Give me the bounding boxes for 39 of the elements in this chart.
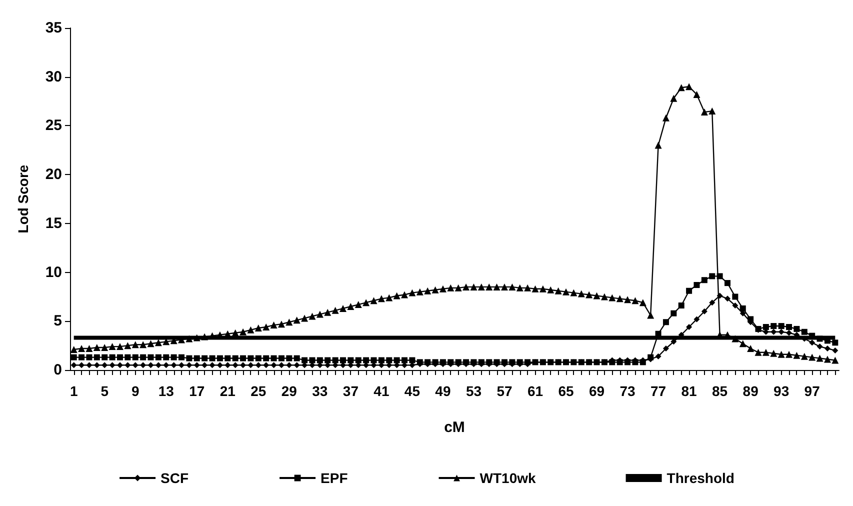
y-tick-label: 5 bbox=[54, 312, 62, 330]
y-tick-label: 30 bbox=[45, 68, 62, 86]
x-tick-label: 53 bbox=[466, 383, 482, 399]
x-tick-label: 1 bbox=[70, 383, 78, 399]
x-axis-title: cM bbox=[444, 419, 465, 436]
y-tick-label: 20 bbox=[45, 166, 62, 184]
x-tick-label: 73 bbox=[620, 383, 636, 399]
legend-label: WT10wk bbox=[480, 470, 536, 486]
y-tick-label: 15 bbox=[45, 214, 62, 232]
x-tick-label: 9 bbox=[131, 383, 140, 399]
x-tick-label: 13 bbox=[158, 383, 174, 399]
legend-label: SCF bbox=[160, 470, 189, 486]
y-tick-label: 10 bbox=[45, 264, 62, 281]
x-tick-label: 93 bbox=[774, 383, 790, 399]
x-tick-label: 77 bbox=[650, 383, 666, 399]
y-tick-label: 0 bbox=[54, 362, 62, 378]
x-tick-label: 65 bbox=[558, 383, 574, 399]
x-tick-label: 41 bbox=[374, 383, 390, 399]
y-tick-label: 35 bbox=[45, 20, 62, 36]
x-tick-label: 29 bbox=[281, 383, 298, 399]
y-tick-label: 25 bbox=[45, 117, 62, 134]
y-axis-title: Lod Score bbox=[15, 164, 31, 234]
x-tick-label: 97 bbox=[804, 383, 820, 399]
x-tick-label: 45 bbox=[404, 383, 420, 399]
legend-label: EPF bbox=[320, 470, 348, 486]
x-tick-label: 89 bbox=[742, 383, 759, 399]
x-tick-label: 37 bbox=[342, 383, 359, 399]
x-tick-label: 85 bbox=[712, 383, 728, 399]
x-tick-label: 33 bbox=[312, 383, 328, 399]
x-tick-label: 17 bbox=[189, 383, 205, 399]
x-tick-label: 69 bbox=[588, 383, 605, 399]
x-tick-label: 61 bbox=[527, 383, 544, 399]
x-tick-label: 81 bbox=[681, 383, 698, 399]
x-tick-label: 25 bbox=[250, 383, 266, 399]
x-tick-label: 49 bbox=[435, 383, 451, 399]
x-tick-label: 57 bbox=[496, 383, 512, 399]
x-tick-label: 21 bbox=[220, 383, 236, 399]
x-tick-label: 5 bbox=[100, 383, 109, 399]
legend-label: Threshold bbox=[666, 470, 734, 486]
